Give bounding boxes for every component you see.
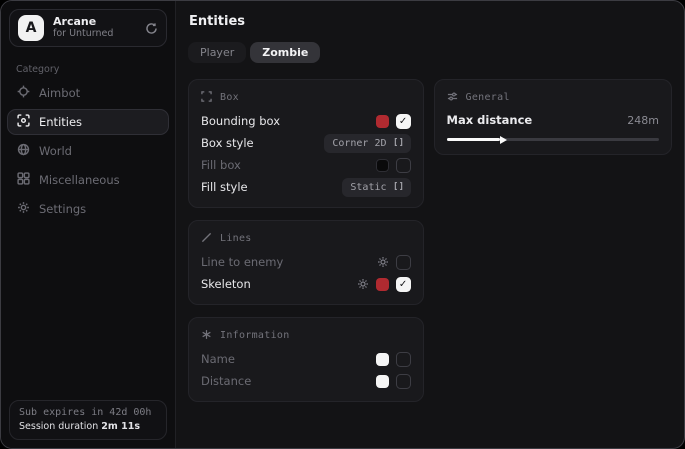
sidebar-item-label: Miscellaneous [39,173,120,187]
sidebar-item-label: Settings [39,202,87,216]
sidebar: A Arcane for Unturned Category [1,1,176,448]
main-content: Entities Player Zombie Box [176,1,684,448]
panel-information: Information Name Distance [188,317,424,402]
skeleton-settings-icon[interactable] [357,278,369,290]
row-skeleton: Skeleton [201,273,411,295]
subscription-expiry-text: Sub expires in 42d 00h [19,407,152,418]
row-max-distance: Max distance 248m [447,110,659,130]
app-title: Arcane [53,15,97,29]
sidebar-item-entities[interactable]: Entities [7,109,169,135]
sidebar-item-label: Aimbot [39,86,81,100]
line-to-enemy-checkbox[interactable] [395,254,411,270]
session-duration-value: 2m 11s [101,421,140,432]
app-logo: A [18,15,44,41]
sidebar-item-miscellaneous[interactable]: Miscellaneous [7,167,169,193]
name-checkbox[interactable] [395,351,411,367]
line-to-enemy-settings-icon[interactable] [377,256,389,268]
skeleton-color-swatch[interactable] [375,277,389,291]
app-title-block: Arcane for Unturned [53,16,113,40]
crosshair-icon [17,85,30,101]
distance-color-swatch[interactable] [375,374,389,388]
panel-lines-title: Lines [220,233,252,244]
box-style-value: Corner 2D [332,137,387,149]
distance-checkbox[interactable] [395,373,411,389]
name-label: Name [201,352,235,366]
category-label: Category [16,64,60,75]
subscription-status-card: Sub expires in 42d 00h Session duration … [9,400,167,440]
gear-icon [17,201,30,217]
panel-lines: Lines Line to enemy [188,220,424,305]
globe-icon [17,143,30,159]
brackets-icon [394,181,403,194]
sidebar-nav: Aimbot Entities [1,80,175,222]
tab-zombie[interactable]: Zombie [250,42,321,63]
fill-style-dropdown[interactable]: Static [342,177,411,197]
max-distance-slider[interactable] [446,135,659,144]
fill-box-label: Fill box [201,158,241,172]
skeleton-label: Skeleton [201,277,251,291]
panel-information-title: Information [220,330,290,341]
fill-style-label: Fill style [201,180,248,194]
box-style-dropdown[interactable]: Corner 2D [324,133,411,153]
panel-general: General Max distance 248m [433,79,672,155]
max-distance-slider-thumb[interactable] [499,135,507,144]
entities-icon [17,114,30,130]
sidebar-item-aimbot[interactable]: Aimbot [7,80,169,106]
sync-icon[interactable] [145,22,158,35]
skeleton-checkbox[interactable] [395,276,411,292]
bounding-box-checkbox[interactable] [395,113,411,129]
fill-box-color-swatch[interactable] [375,158,389,172]
fill-style-value: Static [350,181,387,193]
information-icon [201,329,212,343]
box-style-label: Box style [201,136,254,150]
session-duration-text: Session duration 2m 11s [19,421,157,432]
panel-box: Box Bounding box Box style Cor [188,79,424,208]
row-fill-style: Fill style Static [201,176,411,198]
sidebar-item-world[interactable]: World [7,138,169,164]
tab-player[interactable]: Player [188,42,247,63]
fill-box-checkbox[interactable] [395,157,411,173]
box-corners-icon [201,90,212,105]
max-distance-label: Max distance [446,113,533,127]
sidebar-header-card: A Arcane for Unturned [9,9,167,47]
panel-general-title: General [465,92,510,103]
bounding-box-label: Bounding box [201,114,281,128]
sidebar-item-label: World [39,144,72,158]
row-line-to-enemy: Line to enemy [201,251,411,273]
row-fill-box: Fill box [201,154,411,176]
app-subtitle: for Unturned [53,27,114,39]
sidebar-item-settings[interactable]: Settings [7,196,169,222]
diagonal-line-icon [201,232,212,246]
page-title: Entities [189,14,246,29]
name-color-swatch[interactable] [375,352,389,366]
panel-box-title: Box [220,92,239,103]
distance-label: Distance [201,374,252,388]
grid-icon [17,172,30,188]
row-box-style: Box style Corner 2D [201,132,411,154]
line-to-enemy-label: Line to enemy [201,255,284,269]
max-distance-slider-fill [446,135,507,144]
sliders-icon [447,91,458,105]
bounding-box-color-swatch[interactable] [375,114,389,128]
session-duration-label: Session duration [19,421,99,432]
row-name: Name [201,348,411,370]
entity-tabs: Player Zombie [188,42,672,63]
max-distance-value: 248m [627,113,659,127]
sidebar-item-label: Entities [39,115,83,129]
brackets-icon [394,137,403,150]
row-bounding-box: Bounding box [201,110,411,132]
row-distance: Distance [201,370,411,392]
